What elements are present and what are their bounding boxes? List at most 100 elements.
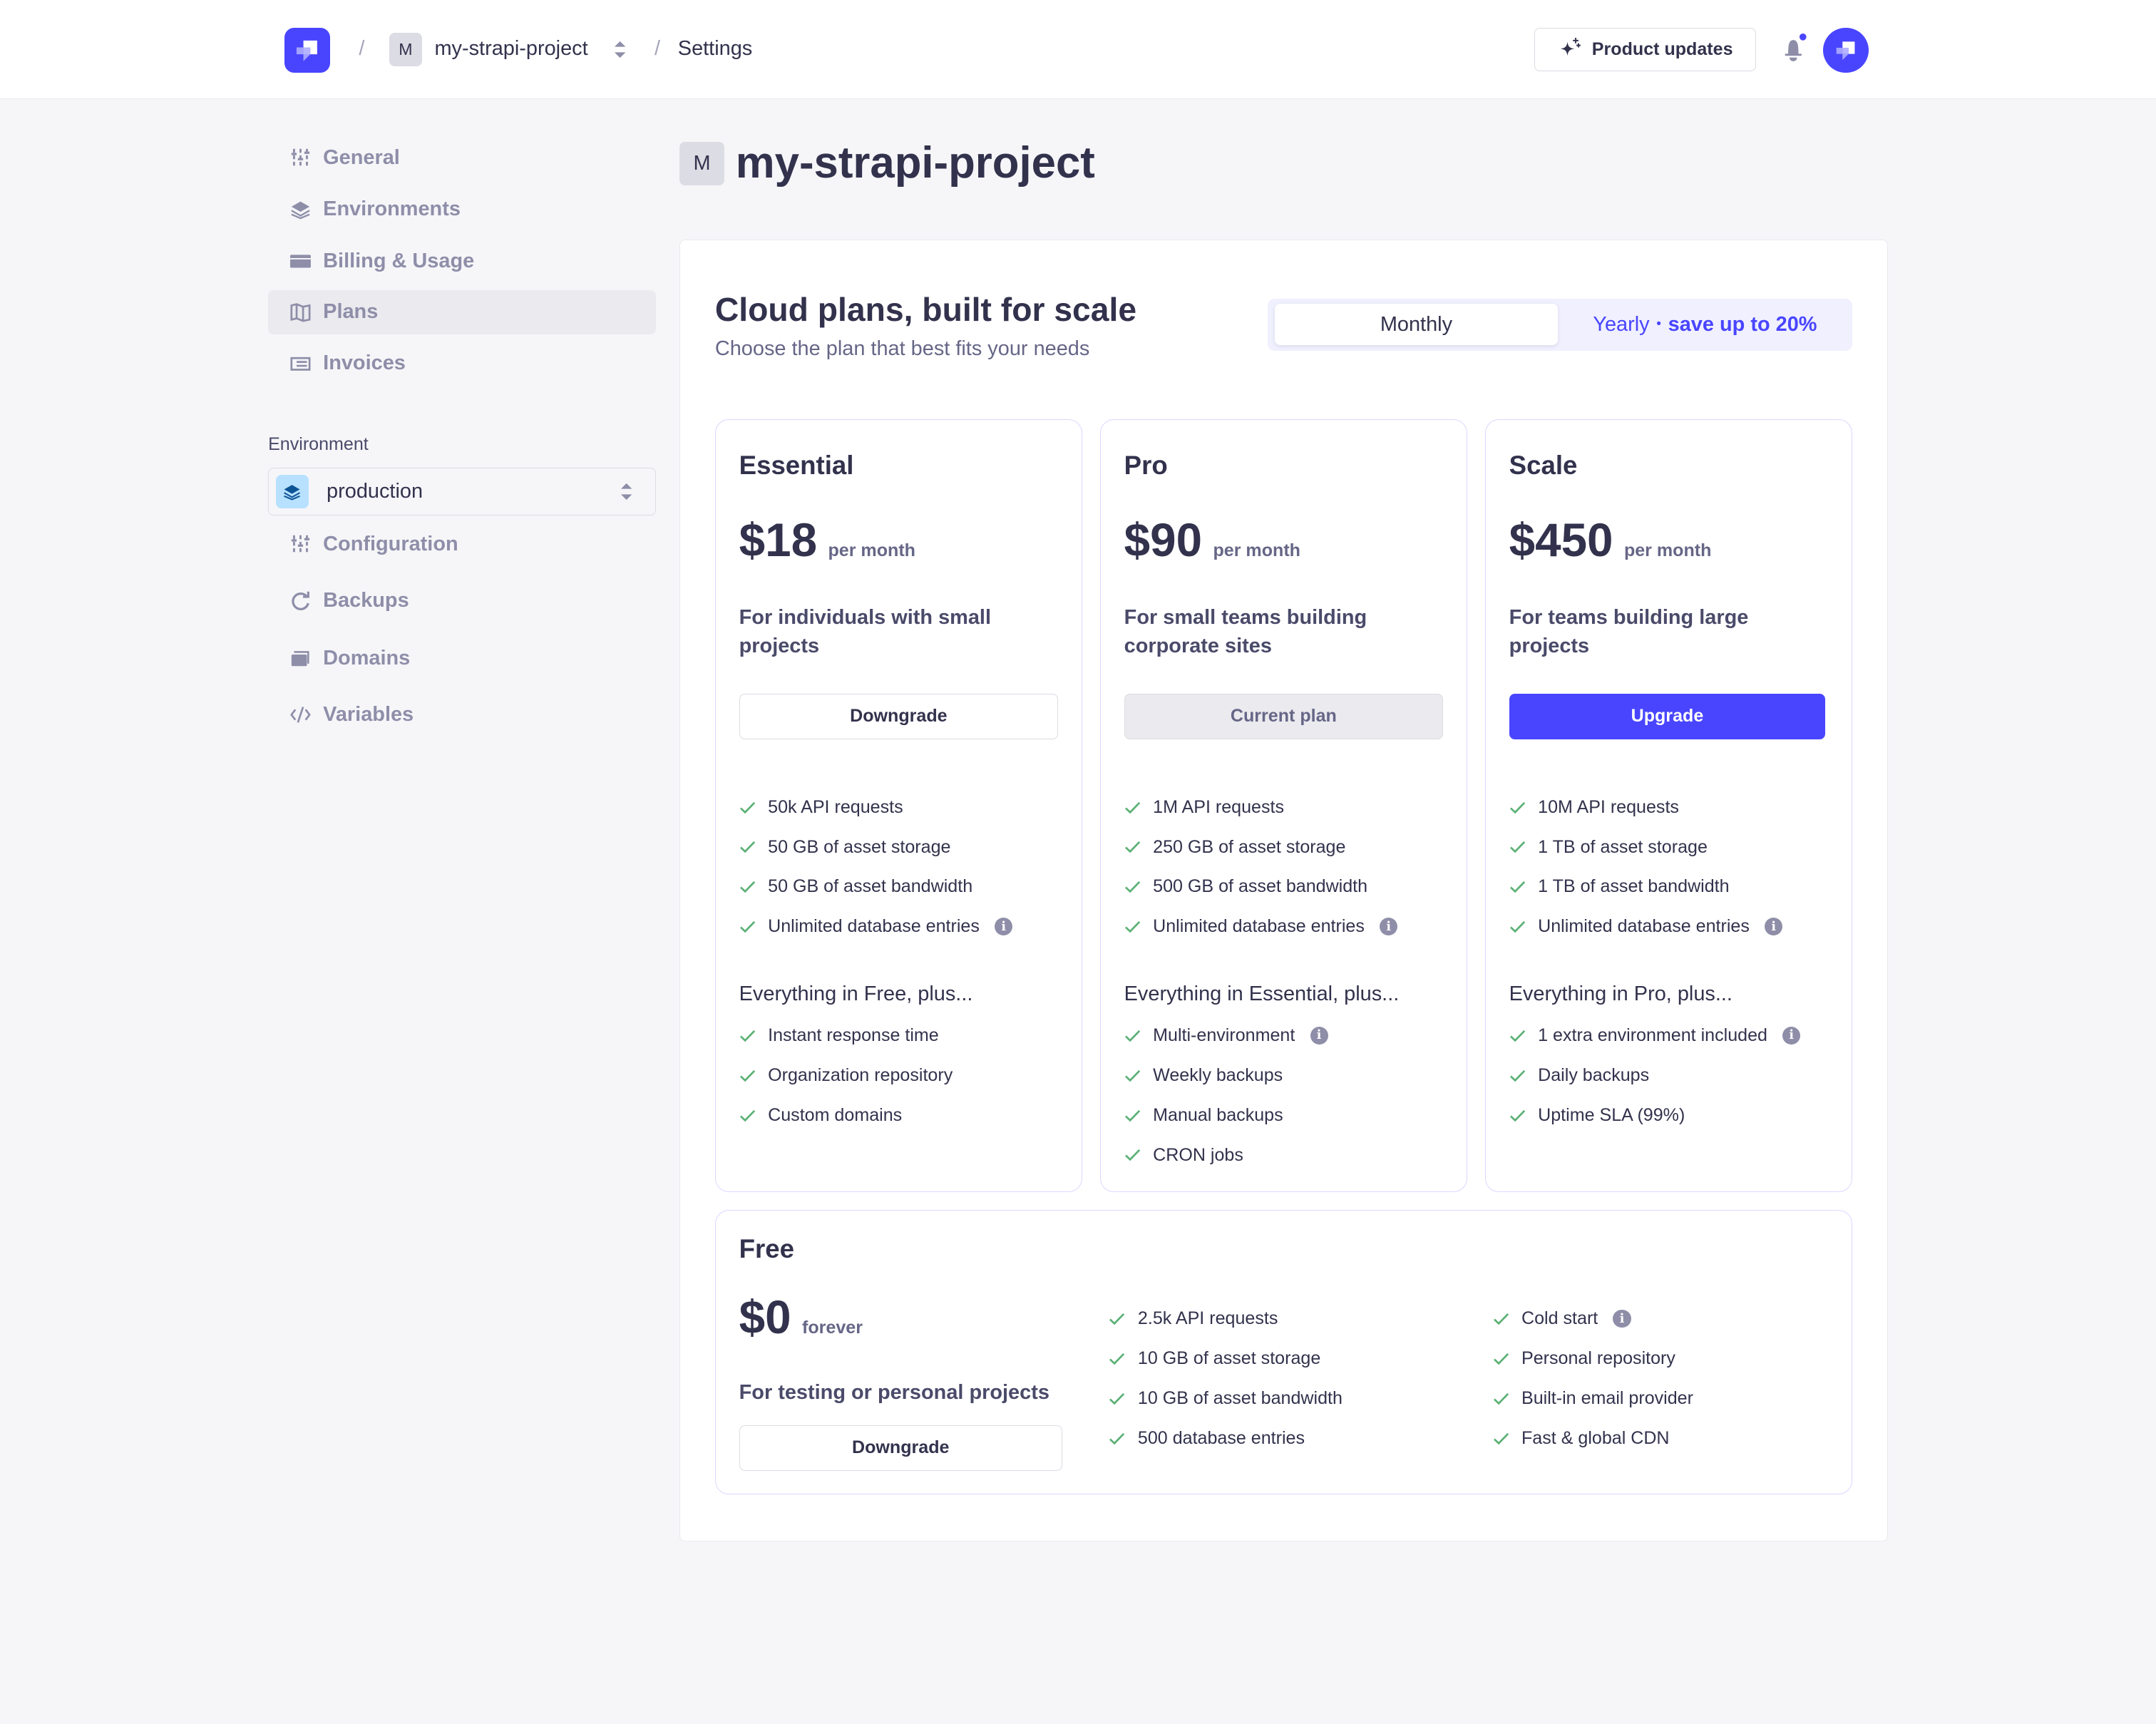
feature-text: 50 GB of asset bandwidth — [768, 876, 973, 897]
feature-item: CRON jobs — [1124, 1135, 1328, 1175]
feature-item: 250 GB of asset storage — [1124, 827, 1398, 867]
feature-item: Fast & global CDN — [1493, 1418, 1693, 1458]
feature-list: 2.5k API requests 10 GB of asset storage 1… — [1109, 1299, 1343, 1459]
sidebar-item-label: Plans — [323, 300, 379, 324]
feature-item: 500 GB of asset bandwidth — [1124, 867, 1398, 907]
info-icon[interactable]: i — [1310, 1026, 1328, 1045]
check-icon — [1124, 841, 1140, 853]
monthly-option[interactable]: Monthly — [1274, 304, 1559, 346]
info-icon[interactable]: i — [1765, 918, 1783, 936]
sidebar-item-plans[interactable]: Plans — [268, 289, 656, 334]
check-icon — [1124, 801, 1140, 814]
check-icon — [1124, 1030, 1140, 1042]
feature-item: Multi-environment i — [1124, 1015, 1328, 1055]
price-period: forever — [802, 1318, 863, 1338]
sidebar-item-variables[interactable]: Variables — [268, 693, 656, 737]
product-updates-button[interactable]: Product updates — [1534, 27, 1756, 72]
extras-list: Multi-environment i Weekly backups Manual b… — [1124, 1015, 1328, 1175]
strapi-logo-icon — [1836, 41, 1855, 61]
feature-text: Custom domains — [768, 1104, 903, 1125]
sidebar-item-label: Configuration — [323, 533, 458, 556]
feature-item: 1 TB of asset bandwidth — [1509, 867, 1783, 907]
chevron-up-down-icon[interactable] — [613, 40, 627, 59]
upgrade-button[interactable]: Upgrade — [1509, 694, 1826, 739]
feature-text: Multi-environment — [1153, 1025, 1295, 1045]
check-icon — [739, 881, 755, 893]
check-icon — [1109, 1392, 1125, 1405]
sidebar-item-label: Domains — [323, 647, 411, 670]
user-avatar[interactable] — [1823, 27, 1869, 73]
info-icon[interactable]: i — [1782, 1026, 1801, 1045]
plans-heading: Cloud plans, built for scale — [714, 290, 1137, 328]
environment-label: Environment — [268, 434, 369, 455]
check-icon — [1124, 1149, 1140, 1161]
sidebar-item-label: Environments — [323, 197, 461, 220]
sidebar-item-invoices[interactable]: Invoices — [268, 341, 656, 385]
feature-item: 50 GB of asset storage — [739, 827, 1013, 867]
feature-item: Manual backups — [1124, 1095, 1328, 1135]
feature-text: Instant response time — [768, 1025, 939, 1045]
info-icon[interactable]: i — [1613, 1310, 1631, 1328]
breadcrumb-project[interactable]: my-strapi-project — [434, 37, 588, 61]
feature-item: Organization repository — [739, 1055, 953, 1095]
notification-bell-icon[interactable] — [1780, 33, 1807, 63]
price-period: per month — [1623, 540, 1712, 561]
strapi-logo[interactable] — [284, 27, 330, 73]
feature-text: 10 GB of asset bandwidth — [1137, 1387, 1343, 1408]
feature-item: Daily backups — [1509, 1055, 1801, 1095]
check-icon — [1509, 921, 1525, 933]
feature-item: Uptime SLA (99%) — [1509, 1095, 1801, 1135]
feature-list: 50k API requests 50 GB of asset storage 50… — [739, 787, 1013, 947]
plan-description: For individuals with small projects — [739, 605, 991, 658]
downgrade-button[interactable]: Downgrade — [739, 1425, 1062, 1471]
credit-card-icon — [289, 255, 311, 268]
sliders-icon — [291, 535, 310, 554]
check-icon — [1124, 1069, 1140, 1082]
environment-select[interactable]: production — [268, 467, 656, 516]
feature-text: Manual backups — [1153, 1104, 1283, 1125]
sidebar-item-general[interactable]: General — [268, 136, 656, 180]
feature-item: Instant response time — [739, 1015, 953, 1055]
feature-text: 1M API requests — [1153, 796, 1285, 817]
browser-icon — [291, 651, 309, 667]
sidebar-item-billing[interactable]: Billing & Usage — [268, 240, 656, 284]
extras-heading: Everything in Essential, plus... — [1124, 982, 1400, 1006]
sidebar-item-label: Billing & Usage — [323, 249, 475, 272]
breadcrumb-settings: Settings — [677, 37, 753, 61]
feature-text: Cold start — [1521, 1308, 1598, 1329]
yearly-option[interactable]: Yearly • save up to 20% — [1558, 304, 1852, 345]
check-icon — [739, 921, 755, 933]
page-title: my-strapi-project — [735, 138, 1095, 188]
feature-item: Unlimited database entries i — [1509, 907, 1783, 947]
downgrade-button[interactable]: Downgrade — [739, 694, 1059, 739]
price-period: per month — [828, 540, 915, 561]
feature-item: 1 TB of asset storage — [1509, 827, 1783, 867]
plan-description: For teams building large projects — [1509, 605, 1749, 658]
sidebar-item-label: General — [323, 146, 400, 170]
feature-text: Unlimited database entries — [1538, 916, 1750, 937]
info-icon[interactable]: i — [995, 918, 1013, 936]
strapi-logo-icon — [296, 40, 317, 61]
sidebar-item-configuration[interactable]: Configuration — [268, 523, 656, 567]
price-amount: $90 — [1124, 514, 1203, 567]
extras-heading: Everything in Pro, plus... — [1509, 982, 1732, 1006]
check-icon — [1124, 921, 1140, 933]
breadcrumb-separator: / — [359, 37, 365, 61]
chevron-up-down-icon — [620, 483, 632, 501]
yearly-label: Yearly — [1593, 312, 1650, 336]
feature-text: 10M API requests — [1538, 796, 1679, 817]
feature-text: 500 GB of asset bandwidth — [1153, 876, 1368, 897]
check-icon — [1124, 881, 1140, 893]
plan-name: Essential — [739, 450, 854, 480]
sidebar-item-domains[interactable]: Domains — [268, 637, 656, 681]
feature-item: Built-in email provider — [1493, 1378, 1693, 1418]
sidebar-item-environments[interactable]: Environments — [268, 187, 656, 231]
info-icon[interactable]: i — [1380, 918, 1398, 936]
plan-card-scale: Scale $450 per month For teams building lar… — [1484, 419, 1852, 1193]
feature-item: Unlimited database entries i — [1124, 907, 1398, 947]
current-plan-button[interactable]: Current plan — [1124, 694, 1444, 739]
plan-description: For testing or personal projects — [739, 1381, 1049, 1405]
sidebar-item-backups[interactable]: Backups — [268, 579, 656, 623]
code-icon — [290, 707, 311, 724]
feature-item: 2.5k API requests — [1109, 1299, 1343, 1339]
